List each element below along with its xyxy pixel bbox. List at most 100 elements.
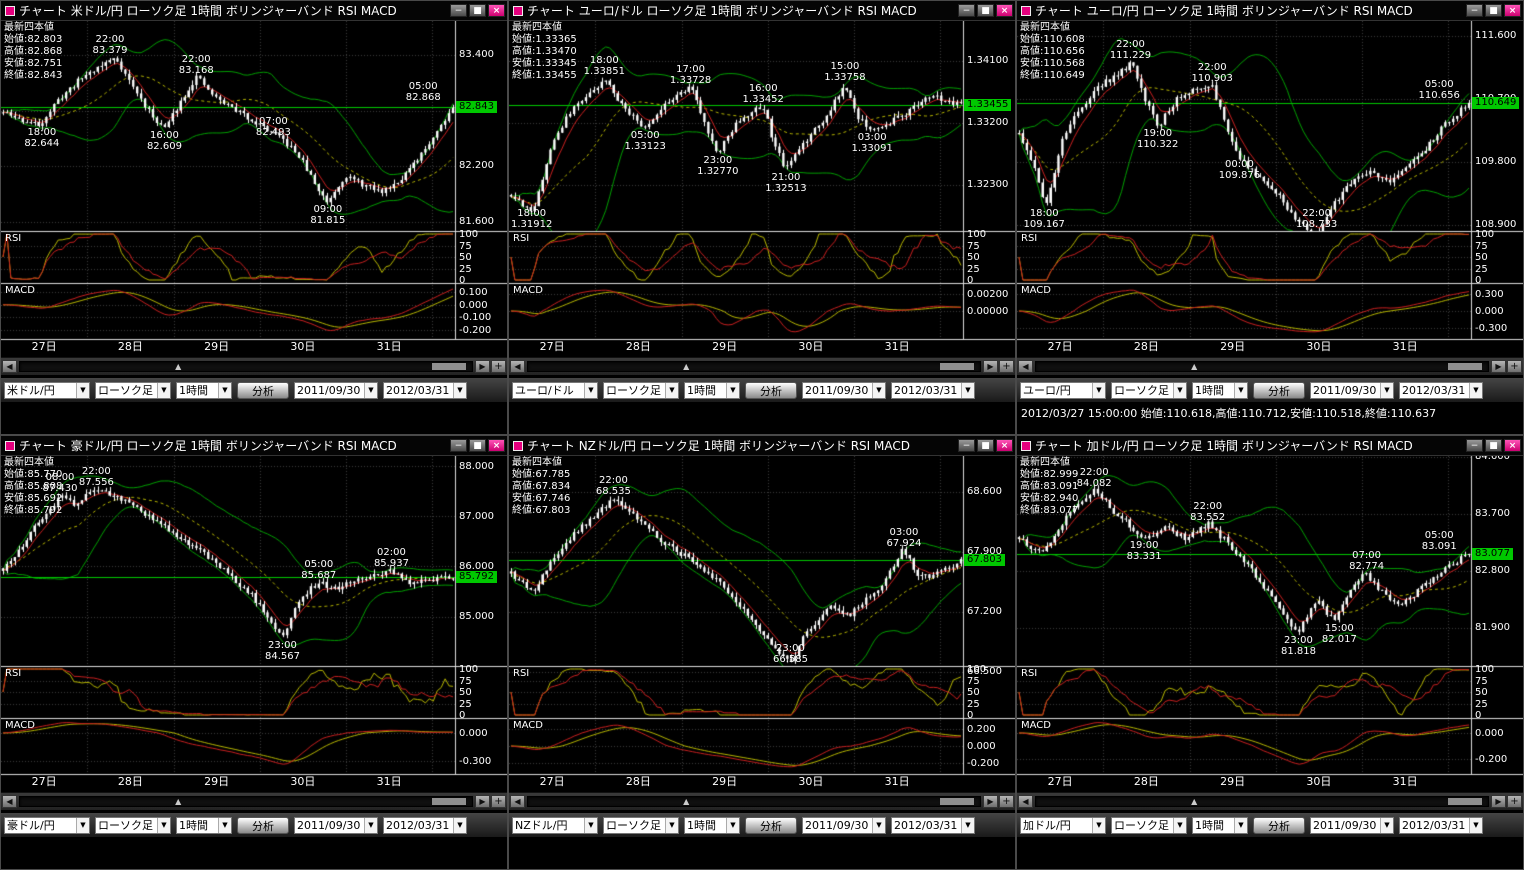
pair-select[interactable]: ユーロ/円 ▼ [1020, 381, 1106, 399]
timeframe-select[interactable]: 1時間 ▼ [176, 816, 232, 834]
scroll-left-button[interactable]: ◀ [2, 360, 17, 373]
dropdown-arrow-icon[interactable]: ▼ [364, 382, 377, 398]
maximize-button[interactable]: ■ [977, 439, 994, 452]
dropdown-arrow-icon[interactable]: ▼ [1234, 382, 1247, 398]
maximize-button[interactable]: ■ [1485, 4, 1502, 17]
dropdown-arrow-icon[interactable]: ▼ [364, 817, 377, 833]
scrollbar-track[interactable]: ▲ [527, 361, 981, 372]
dropdown-arrow-icon[interactable]: ▼ [665, 817, 678, 833]
scrollbar-thumb[interactable] [1448, 798, 1482, 805]
date-to-select[interactable]: 2012/03/31 ▼ [1399, 816, 1483, 834]
scrollbar-track[interactable]: ▲ [19, 361, 473, 372]
timeframe-select[interactable]: 1時間 ▼ [1192, 381, 1248, 399]
timeframe-select[interactable]: 1時間 ▼ [684, 816, 740, 834]
analyze-button[interactable]: 分析 [1253, 816, 1305, 834]
timeframe-select[interactable]: 1時間 ▼ [1192, 816, 1248, 834]
date-to-select[interactable]: 2012/03/31 ▼ [891, 816, 975, 834]
date-to-select[interactable]: 2012/03/31 ▼ [1399, 381, 1483, 399]
scrollbar-marker[interactable]: ▲ [175, 797, 182, 806]
dropdown-arrow-icon[interactable]: ▼ [157, 817, 170, 833]
minimize-button[interactable]: − [1466, 4, 1483, 17]
close-button[interactable]: × [1504, 4, 1521, 17]
date-to-select[interactable]: 2012/03/31 ▼ [383, 816, 467, 834]
scrollbar-marker[interactable]: ▲ [175, 362, 182, 371]
date-from-select[interactable]: 2011/09/30 ▼ [1310, 381, 1394, 399]
maximize-button[interactable]: ■ [469, 4, 486, 17]
date-from-select[interactable]: 2011/09/30 ▼ [294, 816, 378, 834]
price-chart-canvas[interactable] [509, 21, 1015, 355]
scrollbar-track[interactable]: ▲ [1035, 361, 1489, 372]
scrollbar-marker[interactable]: ▲ [683, 797, 690, 806]
dropdown-arrow-icon[interactable]: ▼ [1173, 382, 1186, 398]
candle-type-select[interactable]: ローソク足 ▼ [603, 816, 679, 834]
scrollbar-thumb[interactable] [940, 363, 974, 370]
dropdown-arrow-icon[interactable]: ▼ [1092, 817, 1105, 833]
price-chart-canvas[interactable] [1, 21, 507, 355]
scrollbar-thumb[interactable] [432, 363, 466, 370]
close-button[interactable]: × [996, 4, 1013, 17]
analyze-button[interactable]: 分析 [745, 816, 797, 834]
zoom-in-button[interactable]: + [491, 795, 506, 808]
analyze-button[interactable]: 分析 [1253, 381, 1305, 399]
maximize-button[interactable]: ■ [977, 4, 994, 17]
scrollbar-track[interactable]: ▲ [527, 796, 981, 807]
price-chart-canvas[interactable] [509, 456, 1015, 790]
dropdown-arrow-icon[interactable]: ▼ [76, 817, 89, 833]
timeframe-select[interactable]: 1時間 ▼ [684, 381, 740, 399]
dropdown-arrow-icon[interactable]: ▼ [1469, 382, 1482, 398]
date-from-select[interactable]: 2011/09/30 ▼ [802, 381, 886, 399]
dropdown-arrow-icon[interactable]: ▼ [584, 817, 597, 833]
pair-select[interactable]: 加ドル/円 ▼ [1020, 816, 1106, 834]
pair-select[interactable]: NZドル/円 ▼ [512, 816, 598, 834]
date-from-select[interactable]: 2011/09/30 ▼ [802, 816, 886, 834]
candle-type-select[interactable]: ローソク足 ▼ [1111, 381, 1187, 399]
timeframe-select[interactable]: 1時間 ▼ [176, 381, 232, 399]
scroll-right-button[interactable]: ▶ [1491, 795, 1506, 808]
dropdown-arrow-icon[interactable]: ▼ [961, 817, 974, 833]
dropdown-arrow-icon[interactable]: ▼ [76, 382, 89, 398]
zoom-in-button[interactable]: + [1507, 795, 1522, 808]
dropdown-arrow-icon[interactable]: ▼ [453, 817, 466, 833]
maximize-button[interactable]: ■ [1485, 439, 1502, 452]
price-chart-canvas[interactable] [1017, 21, 1523, 355]
zoom-in-button[interactable]: + [491, 360, 506, 373]
zoom-in-button[interactable]: + [1507, 360, 1522, 373]
scroll-left-button[interactable]: ◀ [510, 795, 525, 808]
scrollbar-marker[interactable]: ▲ [1191, 797, 1198, 806]
dropdown-arrow-icon[interactable]: ▼ [726, 382, 739, 398]
scroll-right-button[interactable]: ▶ [983, 360, 998, 373]
dropdown-arrow-icon[interactable]: ▼ [218, 382, 231, 398]
scroll-left-button[interactable]: ◀ [1018, 360, 1033, 373]
date-to-select[interactable]: 2012/03/31 ▼ [383, 381, 467, 399]
dropdown-arrow-icon[interactable]: ▼ [218, 817, 231, 833]
scrollbar-thumb[interactable] [432, 798, 466, 805]
dropdown-arrow-icon[interactable]: ▼ [726, 817, 739, 833]
dropdown-arrow-icon[interactable]: ▼ [1380, 382, 1393, 398]
scroll-left-button[interactable]: ◀ [1018, 795, 1033, 808]
candle-type-select[interactable]: ローソク足 ▼ [1111, 816, 1187, 834]
dropdown-arrow-icon[interactable]: ▼ [1469, 817, 1482, 833]
scrollbar-thumb[interactable] [1448, 363, 1482, 370]
dropdown-arrow-icon[interactable]: ▼ [1234, 817, 1247, 833]
scroll-right-button[interactable]: ▶ [983, 795, 998, 808]
close-button[interactable]: × [996, 439, 1013, 452]
minimize-button[interactable]: − [958, 439, 975, 452]
minimize-button[interactable]: − [958, 4, 975, 17]
scrollbar-marker[interactable]: ▲ [1191, 362, 1198, 371]
analyze-button[interactable]: 分析 [237, 816, 289, 834]
minimize-button[interactable]: − [1466, 439, 1483, 452]
dropdown-arrow-icon[interactable]: ▼ [1380, 817, 1393, 833]
dropdown-arrow-icon[interactable]: ▼ [453, 382, 466, 398]
pair-select[interactable]: 豪ドル/円 ▼ [4, 816, 90, 834]
scrollbar-marker[interactable]: ▲ [683, 362, 690, 371]
close-button[interactable]: × [488, 4, 505, 17]
dropdown-arrow-icon[interactable]: ▼ [665, 382, 678, 398]
close-button[interactable]: × [1504, 439, 1521, 452]
dropdown-arrow-icon[interactable]: ▼ [584, 382, 597, 398]
price-chart-canvas[interactable] [1, 456, 507, 790]
pair-select[interactable]: ユーロ/ドル ▼ [512, 381, 598, 399]
dropdown-arrow-icon[interactable]: ▼ [1173, 817, 1186, 833]
date-from-select[interactable]: 2011/09/30 ▼ [294, 381, 378, 399]
dropdown-arrow-icon[interactable]: ▼ [961, 382, 974, 398]
dropdown-arrow-icon[interactable]: ▼ [1092, 382, 1105, 398]
